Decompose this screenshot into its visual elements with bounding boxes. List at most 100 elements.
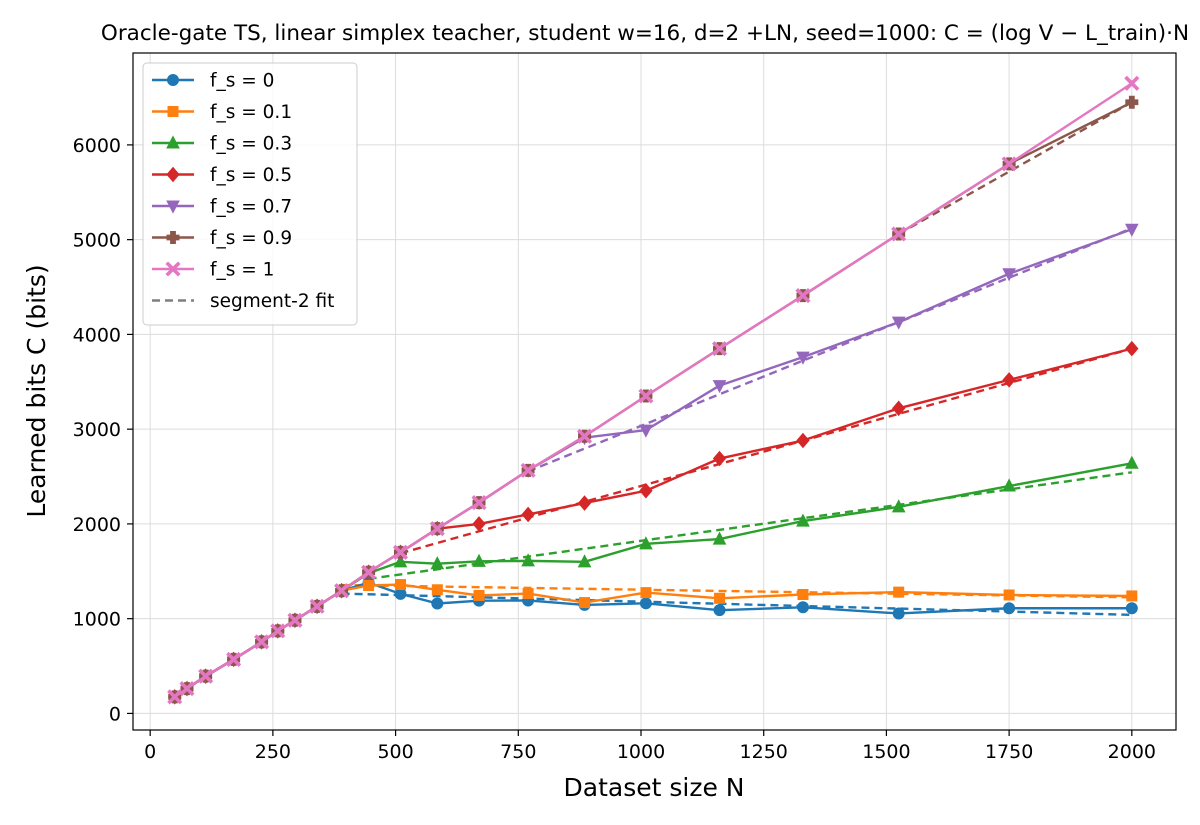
x-marker-stroke — [1124, 75, 1140, 91]
data-point — [639, 597, 652, 610]
data-point — [1125, 455, 1139, 469]
legend-marker — [167, 74, 179, 86]
data-point — [797, 589, 809, 601]
x-tick-label: 750 — [500, 741, 536, 763]
x-marker-stroke — [1001, 156, 1017, 172]
data-point — [270, 623, 286, 639]
data-point — [254, 634, 270, 650]
data-point — [713, 604, 726, 617]
x-tick-label: 1250 — [740, 741, 788, 763]
x-tick-label: 250 — [255, 741, 291, 763]
legend-label: f_s = 0.3 — [210, 134, 292, 155]
legend-label: f_s = 0.9 — [210, 228, 292, 249]
x-marker-stroke — [429, 521, 445, 537]
data-point — [891, 316, 906, 330]
data-point — [1002, 268, 1016, 282]
data-point — [577, 495, 592, 511]
data-point — [393, 554, 408, 568]
data-point — [1126, 590, 1138, 602]
data-point — [431, 584, 443, 596]
data-point — [891, 499, 906, 513]
data-point — [712, 380, 727, 394]
data-point — [796, 351, 810, 365]
legend-marker — [166, 231, 180, 244]
data-point — [891, 226, 907, 242]
y-axis-label: Learned bits C (bits) — [22, 264, 51, 517]
fit-line — [527, 227, 1133, 473]
x-marker-stroke — [711, 341, 728, 357]
data-point — [577, 428, 593, 444]
legend-marker — [165, 261, 181, 277]
legend-label: f_s = 0.7 — [210, 197, 292, 218]
data-point — [1002, 478, 1016, 492]
data-point — [431, 597, 444, 610]
data-point — [714, 592, 726, 604]
data-point — [640, 587, 652, 599]
data-point — [473, 589, 485, 601]
y-tick-label: 3000 — [73, 419, 121, 441]
y-tick-label: 5000 — [73, 230, 121, 252]
legend-label: f_s = 1 — [210, 260, 274, 281]
legend-item: f_s = 0.5 — [152, 165, 292, 186]
x-marker-stroke — [361, 564, 377, 580]
data-point — [1003, 602, 1016, 615]
legend-marker — [166, 166, 180, 183]
data-point — [226, 651, 242, 667]
x-marker-stroke — [165, 261, 181, 277]
data-point — [1124, 75, 1140, 91]
data-point — [521, 553, 535, 567]
legend-label: f_s = 0.5 — [210, 165, 292, 186]
x-marker-stroke — [392, 544, 409, 560]
legend-item: f_s = 0.3 — [152, 134, 292, 155]
data-point — [472, 553, 486, 567]
legend-label: segment-2 fit — [210, 291, 334, 312]
data-point — [1125, 602, 1138, 615]
data-point — [892, 607, 905, 620]
legend-marker — [166, 200, 180, 214]
data-point — [430, 556, 445, 570]
y-tick-label: 6000 — [73, 135, 121, 157]
x-tick-label: 1000 — [617, 741, 665, 763]
x-marker-stroke — [179, 681, 195, 697]
data-point — [1125, 223, 1139, 237]
data-point — [638, 388, 654, 404]
data-point — [522, 588, 534, 600]
data-point — [1125, 95, 1139, 109]
x-tick-label: 2000 — [1108, 741, 1156, 763]
data-point — [796, 513, 810, 527]
x-marker-stroke — [254, 634, 270, 650]
data-point — [179, 681, 195, 697]
data-point — [520, 462, 536, 478]
x-marker-stroke — [167, 689, 183, 705]
fit-line — [341, 592, 1132, 617]
x-marker-stroke — [198, 668, 214, 684]
data-point — [639, 424, 653, 438]
data-point — [309, 598, 325, 614]
data-point — [472, 516, 486, 532]
legend-item: f_s = 0.7 — [152, 197, 292, 218]
data-point — [796, 432, 810, 449]
legend-marker — [167, 106, 179, 117]
data-point — [639, 536, 653, 550]
data-point — [712, 450, 727, 467]
x-marker-stroke — [577, 428, 593, 444]
data-point — [429, 521, 445, 537]
data-point — [1003, 589, 1015, 601]
x-marker-stroke — [309, 598, 325, 614]
data-point — [198, 668, 214, 684]
data-point — [1125, 340, 1139, 357]
data-point — [1002, 372, 1016, 388]
data-point — [893, 586, 905, 598]
x-tick-label: 0 — [144, 741, 156, 763]
data-point — [334, 583, 350, 599]
data-point — [577, 554, 592, 568]
x-marker-stroke — [471, 495, 487, 511]
data-point — [795, 288, 811, 304]
chart-title: Oracle-gate TS, linear simplex teacher, … — [101, 21, 1189, 46]
data-point — [712, 531, 727, 545]
legend-label: f_s = 0.1 — [210, 102, 292, 123]
data-point — [796, 601, 809, 614]
data-point — [287, 612, 303, 628]
legend-marker — [166, 135, 180, 149]
